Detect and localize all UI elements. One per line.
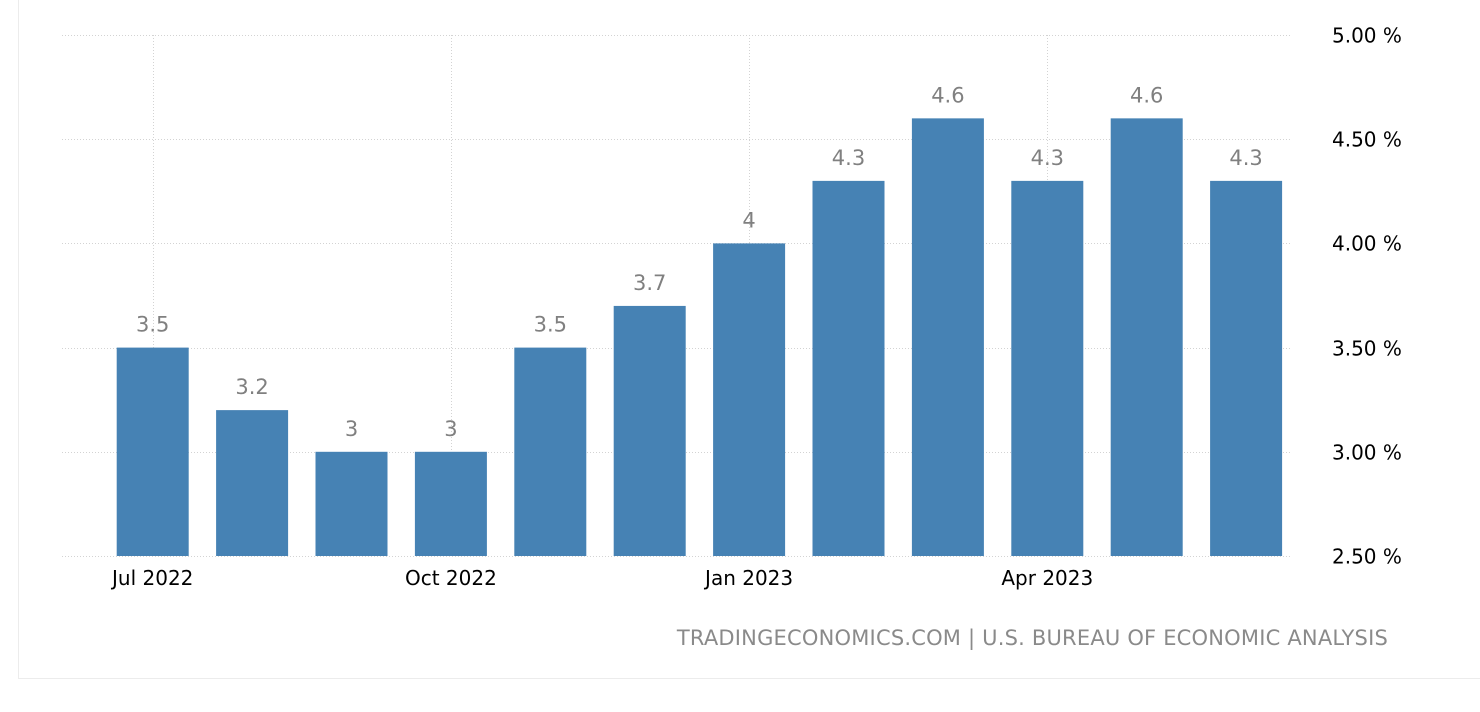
bar xyxy=(514,347,587,556)
y-tick-label: 3.00 % xyxy=(1332,441,1402,465)
bar-data-label: 3.7 xyxy=(633,271,666,295)
bar-data-label: 4.3 xyxy=(1229,146,1262,170)
x-tick-label: Jan 2023 xyxy=(703,566,793,590)
source-attribution: TRADINGECONOMICS.COM | U.S. BUREAU OF EC… xyxy=(676,626,1388,650)
bar-data-label: 3.5 xyxy=(136,313,169,337)
bar xyxy=(911,118,984,557)
bar xyxy=(315,451,388,556)
bar-data-label: 3 xyxy=(345,417,358,441)
bar xyxy=(1210,180,1283,556)
x-tick-label: Apr 2023 xyxy=(1001,566,1093,590)
x-tick-label: Oct 2022 xyxy=(405,566,497,590)
bar xyxy=(613,305,686,556)
bar-data-label: 4.6 xyxy=(931,83,964,107)
bar xyxy=(414,451,487,556)
bar-data-label: 4.3 xyxy=(1031,146,1064,170)
y-tick-label: 3.50 % xyxy=(1332,337,1402,361)
bar xyxy=(216,410,289,556)
y-tick-label: 2.50 % xyxy=(1332,545,1402,569)
y-tick-label: 5.00 % xyxy=(1332,24,1402,48)
bar-data-label: 4.6 xyxy=(1130,83,1163,107)
bar xyxy=(1011,180,1084,556)
bar-data-label: 3.2 xyxy=(235,375,268,399)
bar-data-label: 3 xyxy=(444,417,457,441)
y-tick-label: 4.50 % xyxy=(1332,128,1402,152)
y-tick-label: 4.00 % xyxy=(1332,232,1402,256)
bar-data-label: 3.5 xyxy=(534,313,567,337)
bar xyxy=(1110,118,1183,557)
bar xyxy=(812,180,885,556)
bar xyxy=(116,347,189,556)
bar xyxy=(713,243,786,556)
x-tick-label: Jul 2022 xyxy=(110,566,193,590)
bar-data-label: 4.3 xyxy=(832,146,865,170)
bar-data-label: 4 xyxy=(742,208,755,232)
